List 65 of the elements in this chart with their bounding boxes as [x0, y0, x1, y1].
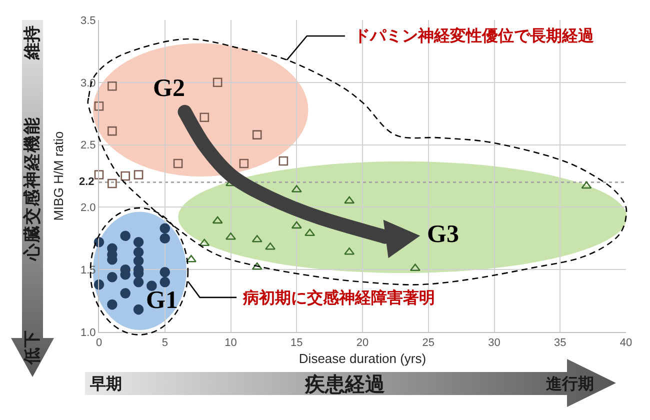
y-tick-label: 1.5 [80, 264, 96, 276]
point [291, 221, 302, 229]
ref-line-label: 2.2 [79, 176, 94, 188]
point [239, 158, 249, 168]
point [108, 178, 117, 188]
point [94, 170, 104, 180]
point [173, 158, 183, 168]
x-tick-label: 35 [554, 337, 566, 350]
annotation: 病初期に交感神経障害著明 [242, 288, 435, 307]
point [581, 181, 592, 189]
point [344, 247, 355, 255]
point [133, 246, 144, 258]
text: 維持 [22, 25, 42, 59]
point [133, 276, 144, 288]
point [160, 223, 170, 234]
point [107, 272, 118, 282]
point [94, 101, 104, 111]
text: 疾患経過 [305, 372, 385, 396]
x-tick-label: 30 [488, 337, 500, 350]
annotation: ドパミン神経変性優位で長期経過 [354, 26, 595, 45]
point [186, 254, 196, 262]
series-label: G2 [153, 75, 185, 102]
point [344, 196, 355, 204]
x-tick-label: 15 [290, 337, 303, 350]
y-tick-label: 1.0 [80, 326, 96, 339]
point [265, 242, 276, 250]
point [212, 216, 223, 224]
x-axis-title: Disease duration (yrs) [298, 350, 426, 366]
x-tick-label: 20 [356, 337, 369, 350]
point [160, 233, 170, 244]
point [212, 78, 222, 88]
y-tick-label: 2.5 [80, 140, 96, 152]
x-tick-label: 40 [620, 337, 632, 350]
text: 進行期 [546, 374, 594, 393]
point [120, 230, 130, 242]
series-label: G1 [146, 287, 178, 314]
y-axis-title: MIBG H/M ratio [51, 131, 66, 221]
point [108, 126, 117, 136]
point [120, 171, 130, 181]
x-tick-label: 0 [96, 337, 102, 350]
point [278, 156, 288, 166]
point [200, 112, 210, 122]
point [133, 256, 144, 266]
point [160, 276, 170, 288]
point [160, 266, 170, 278]
point [304, 228, 316, 236]
point [252, 262, 262, 270]
point [107, 299, 118, 310]
text: 心臓交感神経機能 [22, 116, 42, 260]
point [134, 170, 144, 180]
point [252, 130, 262, 140]
point [108, 81, 117, 91]
point [199, 238, 210, 246]
point [120, 288, 130, 298]
point [146, 280, 157, 291]
y-tick-label: 3.5 [80, 14, 96, 27]
x-tick-label: 10 [224, 337, 237, 350]
point [133, 304, 144, 315]
series-label: G3 [427, 221, 459, 248]
text: 早期 [90, 374, 122, 393]
text: 低下 [22, 330, 42, 364]
point [133, 236, 144, 248]
y-tick-label: 2.0 [80, 202, 96, 214]
x-tick-label: 25 [422, 337, 435, 350]
x-tick-label: 5 [162, 337, 168, 350]
